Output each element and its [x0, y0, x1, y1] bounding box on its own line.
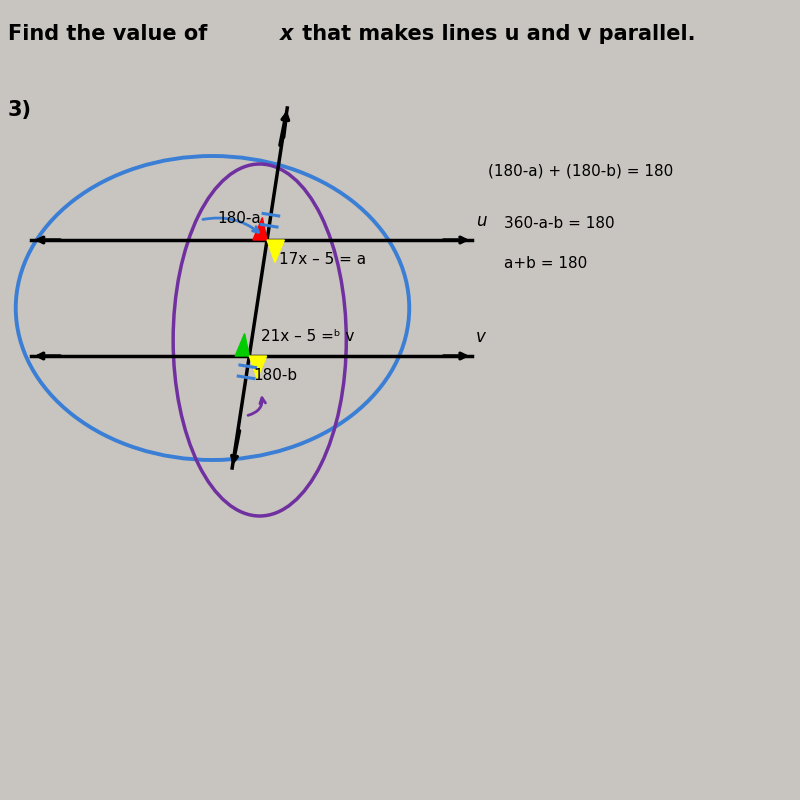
- Text: 3): 3): [8, 100, 32, 120]
- Polygon shape: [235, 334, 250, 356]
- Text: 360-a-b = 180: 360-a-b = 180: [504, 216, 614, 231]
- Text: a+b = 180: a+b = 180: [504, 256, 587, 271]
- Text: x: x: [279, 24, 293, 44]
- Text: 180-b: 180-b: [254, 368, 298, 383]
- Text: (180-a) + (180-b) = 180: (180-a) + (180-b) = 180: [488, 164, 673, 179]
- Text: that makes lines u and v parallel.: that makes lines u and v parallel.: [295, 24, 696, 44]
- Text: v: v: [476, 328, 486, 346]
- Polygon shape: [267, 240, 284, 262]
- Text: 17x – 5 = a: 17x – 5 = a: [279, 252, 366, 267]
- Text: u: u: [476, 212, 486, 230]
- Text: 180-a: 180-a: [217, 210, 261, 226]
- Text: Find the value of: Find the value of: [8, 24, 214, 44]
- Polygon shape: [253, 218, 267, 240]
- Polygon shape: [250, 356, 266, 378]
- Text: 21x – 5 =ᵇ v: 21x – 5 =ᵇ v: [261, 329, 354, 344]
